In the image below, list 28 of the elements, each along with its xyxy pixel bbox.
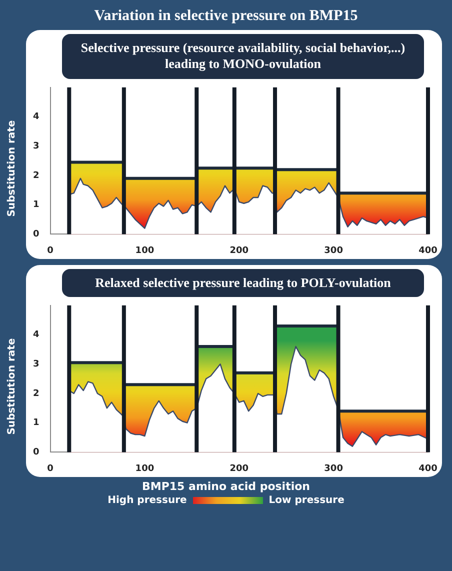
- y-tick-label: 1: [32, 200, 40, 210]
- x-tick-label: 300: [324, 464, 343, 474]
- y-tick-label: 2: [32, 170, 40, 180]
- y-tick-label: 3: [32, 359, 40, 370]
- x-tick-label: 0: [47, 245, 54, 256]
- x-tick-label: 400: [418, 464, 438, 474]
- y-tick-label: 0: [32, 229, 40, 240]
- x-tick-label: 100: [135, 464, 154, 474]
- x-axis-title: BMP15 amino acid position: [141, 480, 311, 493]
- chart-title: Relaxed selective pressure leading to POLY-ovulation: [62, 268, 424, 297]
- y-tick-label: 4: [32, 112, 40, 122]
- y-tick-label: 0: [32, 447, 40, 458]
- x-tick-label: 400: [418, 245, 438, 256]
- x-tick-label: 200: [230, 245, 249, 256]
- x-tick-label: 300: [324, 245, 343, 256]
- y-tick-label: 1: [32, 418, 40, 428]
- x-tick-label: 0: [47, 464, 54, 474]
- chart-title: Variation in selective pressure on BMP15: [93, 7, 359, 26]
- x-tick-label: 200: [230, 464, 249, 474]
- chart-subtitle: Selective pressure (resource availability, social behavior,...) leading to MONO-ovulation: [62, 34, 424, 78]
- text: High pressure: [108, 494, 187, 506]
- y-axis-title: Substitution rate: [6, 338, 18, 435]
- text: Low pressure: [268, 494, 344, 506]
- y-tick-label: 3: [32, 140, 40, 151]
- y-tick-label: 4: [32, 330, 40, 340]
- y-tick-label: 2: [32, 388, 40, 399]
- x-tick-label: 100: [135, 245, 154, 256]
- y-axis-title: Substitution rate: [6, 120, 18, 217]
